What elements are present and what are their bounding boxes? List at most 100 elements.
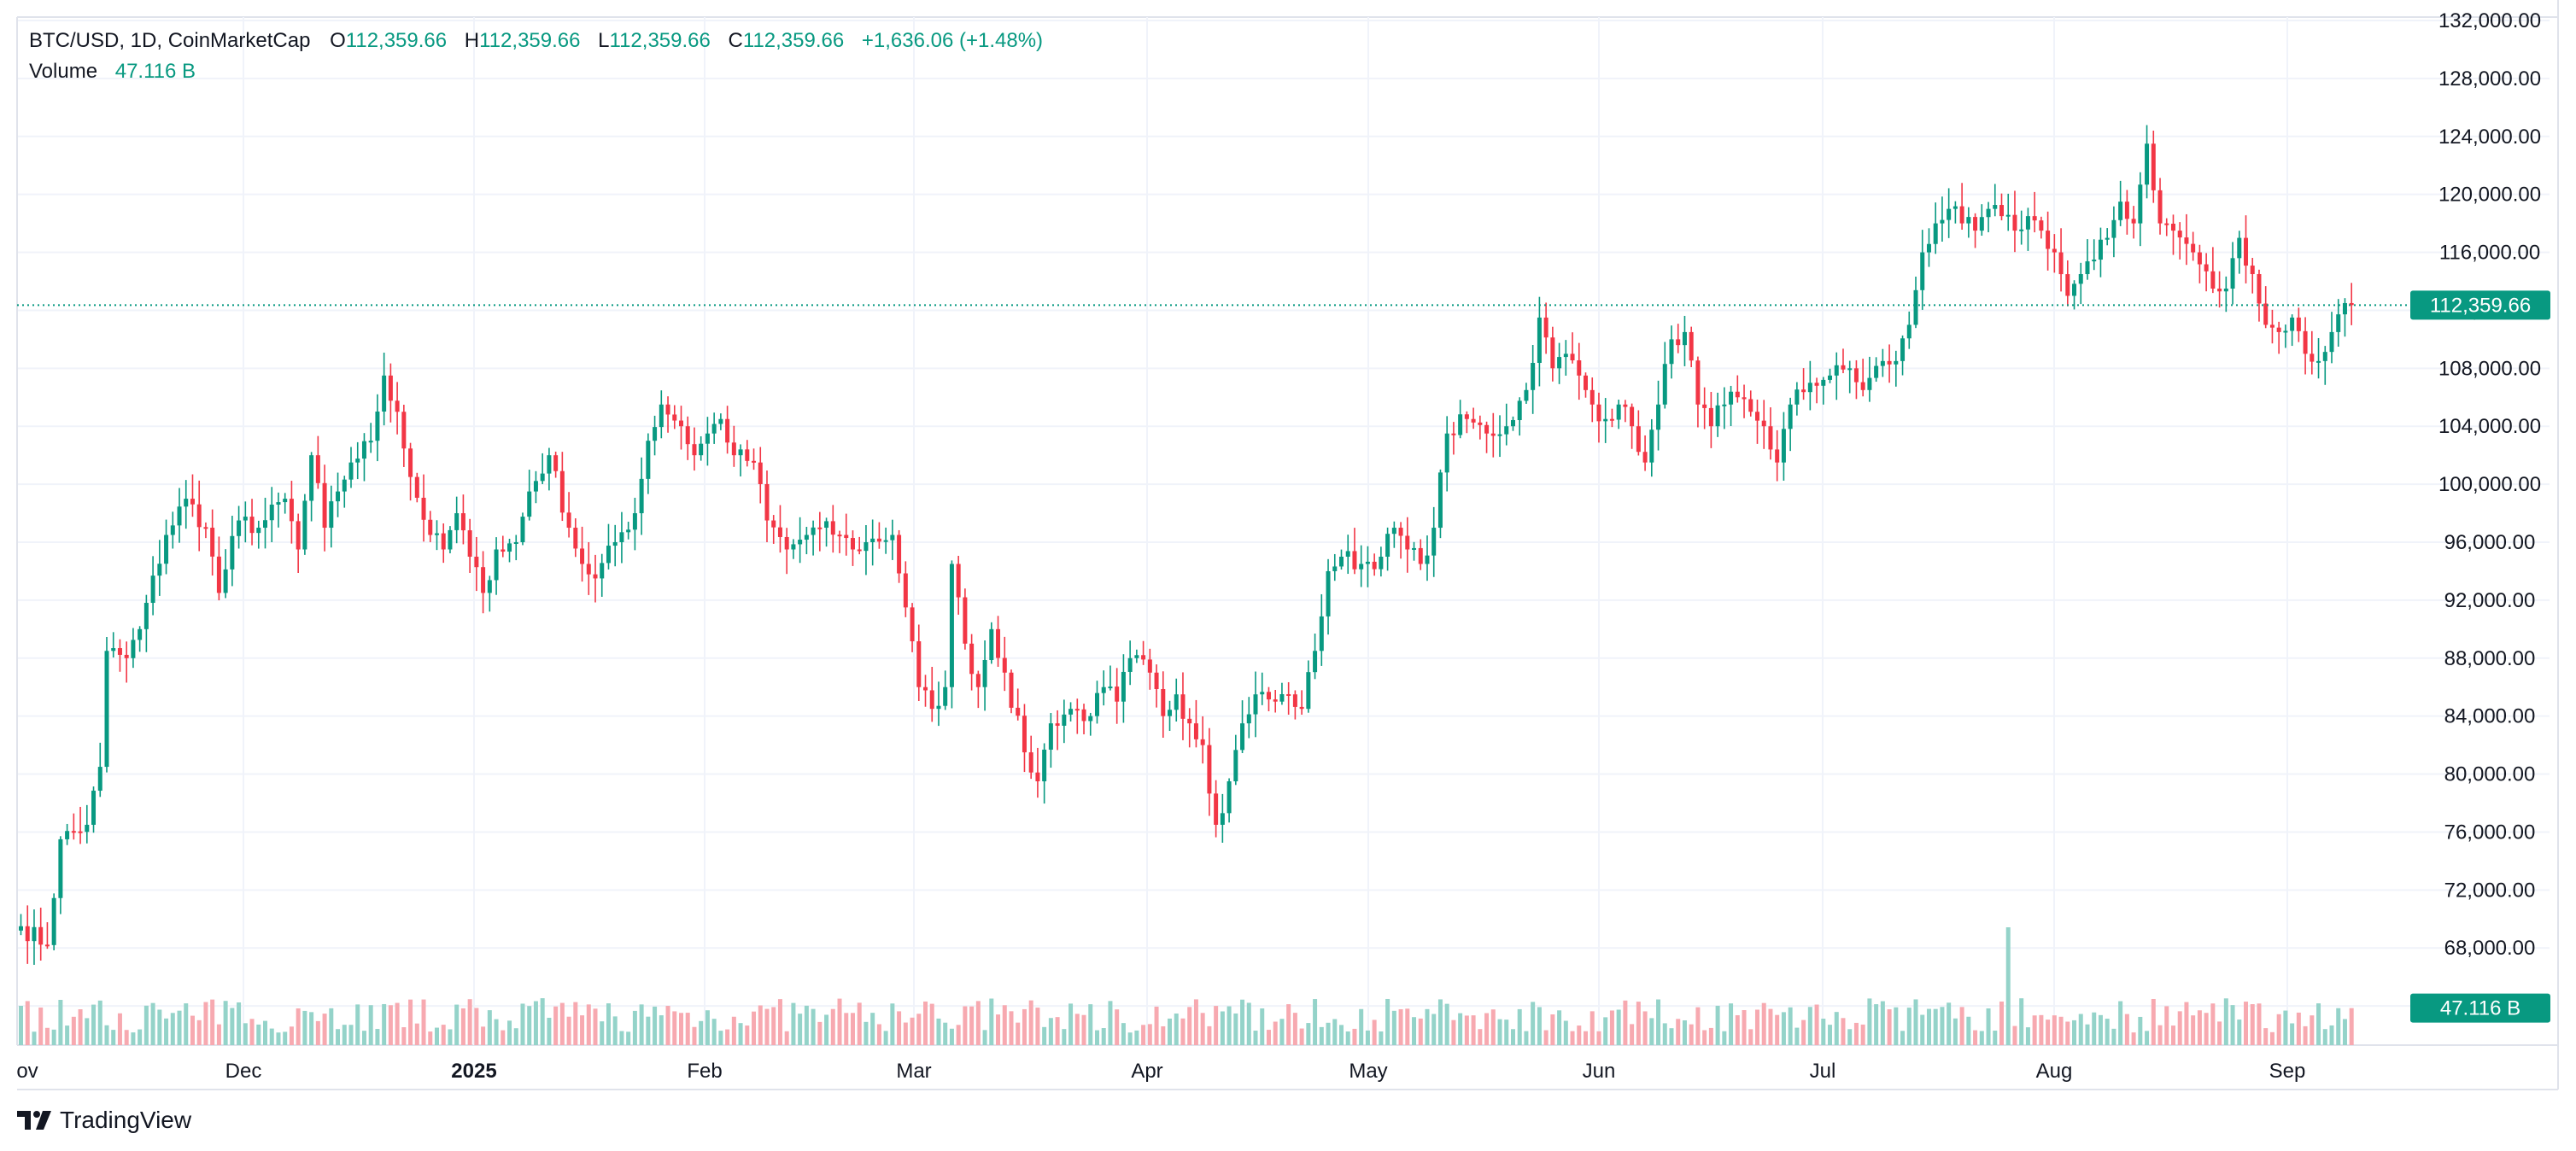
tradingview-brand[interactable]: TradingView	[17, 1107, 191, 1134]
volume-bar	[2230, 1005, 2235, 1045]
volume-bar	[672, 1011, 677, 1045]
candle	[460, 494, 465, 545]
candle	[692, 427, 697, 471]
volume-bar	[1101, 1028, 1106, 1045]
candle	[1563, 340, 1568, 376]
volume-bar	[361, 1031, 366, 1045]
candle	[1279, 682, 1285, 705]
volume-bar	[507, 1020, 512, 1045]
candle	[1715, 392, 1720, 437]
volume-bar	[190, 1015, 195, 1045]
volume-bar	[2078, 1014, 2083, 1045]
volume-bar	[1062, 1029, 1067, 1045]
candle	[1550, 326, 1555, 382]
volume-label[interactable]: Volume	[29, 60, 98, 83]
candle	[1207, 727, 1212, 816]
volume-bar	[71, 1016, 76, 1045]
candle	[1108, 665, 1113, 691]
volume-bar	[1497, 1019, 1502, 1045]
volume-bar	[1444, 1003, 1449, 1045]
volume-bar	[1227, 1006, 1232, 1045]
candle	[143, 594, 149, 652]
volume-bar	[586, 1004, 591, 1045]
candle	[1490, 412, 1496, 458]
volume-bar	[1781, 1012, 1786, 1045]
candle	[414, 472, 419, 503]
volume-bar	[1326, 1022, 1331, 1045]
candle	[1444, 416, 1449, 492]
volume-bar	[1484, 1013, 1490, 1045]
candle	[2052, 234, 2057, 273]
candle	[1853, 359, 1859, 400]
candle	[2316, 337, 2321, 379]
candle	[1590, 377, 1595, 423]
candle	[1478, 415, 1483, 440]
volume-bar	[784, 1031, 789, 1045]
volume-bar	[969, 1006, 975, 1045]
volume-bar	[1524, 1031, 1529, 1045]
volume-bar	[216, 1024, 221, 1045]
volume-bar	[342, 1025, 347, 1045]
volume-bar	[1695, 1007, 1701, 1045]
volume-bar	[1141, 1025, 1146, 1045]
volume-bar	[1418, 1018, 1423, 1045]
volume-bar	[679, 1013, 683, 1045]
volume-bar	[2124, 1014, 2129, 1045]
candle	[283, 493, 288, 514]
candle	[2276, 321, 2281, 354]
y-tick-label: 76,000.00	[2444, 821, 2536, 844]
volume-bar	[711, 1019, 717, 1045]
volume-bar	[1636, 1002, 1641, 1045]
volume-bar	[2283, 1010, 2288, 1045]
volume-bar	[408, 999, 413, 1045]
last-price-tag: 112,359.66	[2410, 290, 2550, 320]
candle	[1768, 407, 1773, 460]
candle	[302, 494, 307, 555]
symbol-label[interactable]: BTC/USD, 1D, CoinMarketCap	[29, 29, 311, 52]
candle	[1260, 672, 1265, 705]
candle	[758, 447, 763, 504]
candle	[1920, 230, 1925, 310]
candle	[540, 453, 545, 485]
candle	[2290, 314, 2295, 347]
volume-bar	[1035, 1008, 1040, 1045]
candle	[804, 527, 809, 555]
candle	[507, 538, 512, 563]
candle	[1464, 411, 1469, 434]
volume-bar	[1313, 999, 1318, 1045]
volume-bar	[1775, 1014, 1780, 1045]
volume-bar	[283, 1031, 288, 1045]
candle	[1398, 522, 1403, 559]
volume-bar	[1814, 1004, 1819, 1045]
volume-bar	[659, 1015, 664, 1045]
candle	[1906, 311, 1912, 349]
volume-bar	[2191, 1015, 2196, 1045]
time-axis[interactable]: ov Dec 2025 Feb Mar Apr May Jun Jul Aug Sep	[16, 1060, 2305, 1083]
candle	[249, 499, 255, 546]
volume-bar	[1926, 1008, 1931, 1045]
price-axis[interactable]: 132,000.00 128,000.00 124,000.00 120,000.00…	[2438, 9, 2541, 1018]
candle	[705, 417, 710, 466]
volume-bar	[626, 1031, 631, 1045]
volume-bar	[1193, 999, 1198, 1045]
volume-bar	[481, 1026, 486, 1045]
candle	[731, 425, 736, 467]
volume-bar	[1246, 1002, 1251, 1045]
volume-bar	[1220, 1011, 1225, 1045]
volume-bar	[903, 1022, 908, 1045]
volume-bar	[1906, 1008, 1912, 1045]
volume-bar	[1584, 1031, 1589, 1045]
candle	[329, 485, 334, 548]
volume-tag-text: 47.116 B	[2440, 997, 2520, 1020]
candle	[2322, 346, 2327, 385]
volume-bar	[19, 1005, 23, 1045]
close-value: 112,359.66	[742, 29, 845, 52]
volume-bar	[1623, 1000, 1628, 1045]
candle	[513, 535, 518, 561]
candle	[1524, 383, 1529, 404]
y-tick-label: 124,000.00	[2438, 126, 2541, 149]
candle	[421, 474, 426, 542]
volume-bar	[1563, 1020, 1568, 1045]
candle	[1959, 183, 1964, 231]
